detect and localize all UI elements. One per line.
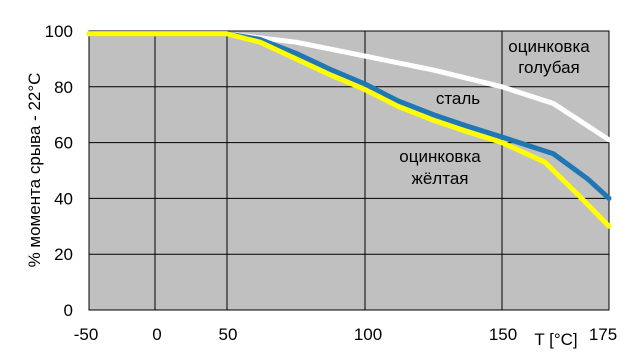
grid <box>89 30 609 311</box>
annotation-label: жёлтая <box>411 169 468 188</box>
annotation-label: сталь <box>436 89 480 108</box>
x-tick-label: 100 <box>354 325 382 344</box>
series-layer <box>86 31 612 229</box>
y-tick-label: 100 <box>45 22 73 41</box>
y-tick-label: 20 <box>54 245 73 264</box>
y-axis-title: % момента срыва - 22°C <box>25 73 44 268</box>
annotation-label: голубая <box>518 58 580 77</box>
x-tick-label: -50 <box>74 325 99 344</box>
y-tick-label: 0 <box>64 301 73 320</box>
y-tick-label: 60 <box>54 134 73 153</box>
x-tick-label: 150 <box>489 325 517 344</box>
series-line-2 <box>86 31 612 229</box>
y-tick-label: 80 <box>54 78 73 97</box>
x-tick-label: 50 <box>219 325 238 344</box>
x-axis-title: T [°C] <box>534 330 577 349</box>
annotation-label: оцинковка <box>508 37 590 56</box>
x-tick-label: 0 <box>152 325 161 344</box>
annotations: оцинковка голубая сталь оцинковка жёлтая <box>399 37 590 188</box>
y-tick-label: 40 <box>54 189 73 208</box>
series-line-1 <box>86 31 612 201</box>
x-tick-label: 175 <box>589 325 617 344</box>
annotation-label: оцинковка <box>399 147 481 166</box>
